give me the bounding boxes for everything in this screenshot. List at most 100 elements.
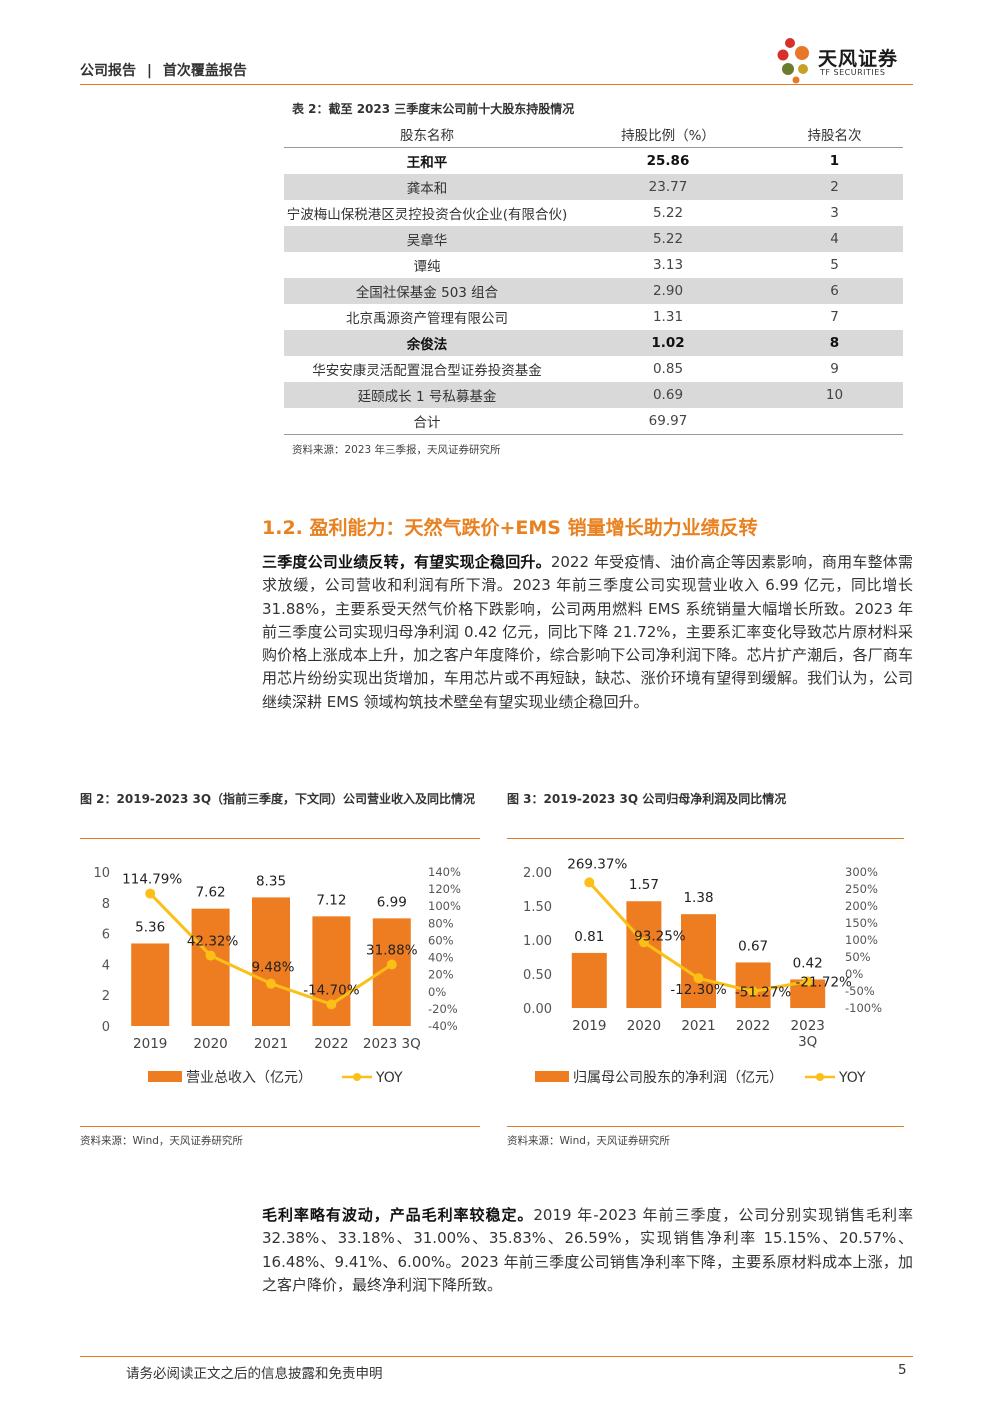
revenue-bar (626, 901, 662, 1008)
revenue-chart: 0 2 4 6 8 10 -40% -20% 0% 20% 40% 60% 80% 100% 120% 140… (93, 865, 461, 1086)
left-axis-tick-label: 1.50 (523, 900, 552, 915)
left-axis-tick-label: 0.00 (523, 1002, 552, 1017)
right-axis-tick-label: 120% (428, 882, 461, 896)
figure-2-top-rule (80, 838, 480, 839)
left-axis-tick-label: 10 (93, 866, 110, 881)
shareholder-name: 王和平 (406, 155, 448, 171)
shareholders-table: 股东名称 持股比例（%） 持股名次 王和平 25.86 1 龚本和 23.77 … (284, 120, 903, 435)
report-subcategory: 首次覆盖报告 (162, 63, 247, 79)
legend-line-marker (353, 1073, 361, 1081)
bar-value-label: 5.36 (135, 919, 165, 935)
report-type-breadcrumb: 公司报告 | 首次覆盖报告 (80, 60, 247, 80)
figure-3-title: 图 3：2019-2023 3Q 公司归母净利润及同比情况 (507, 792, 787, 806)
left-axis-tick-label: 0.50 (523, 968, 552, 983)
yoy-value-label: 269.37% (567, 856, 627, 872)
table-source-note: 资料来源：2023 年三季报，天风证券研究所 (292, 444, 501, 456)
right-axis-tick-label: 300% (845, 865, 878, 879)
holding-rank: 7 (830, 309, 839, 325)
footer-disclaimer: 请务必阅读正文之后的信息披露和免责申明 (126, 1366, 383, 1382)
right-axis-tick-label: 80% (428, 916, 454, 930)
table-row: 华安安康灵活配置混合型证券投资基金 0.85 9 (284, 356, 903, 382)
bar-value-label: 1.57 (629, 877, 659, 893)
shareholder-name: 吴章华 (284, 226, 570, 252)
yoy-value-label: 9.48% (252, 960, 295, 976)
figure-3-source-note: 资料来源：Wind，天风证券研究所 (507, 1135, 670, 1147)
holding-ratio: 2.90 (570, 278, 766, 304)
left-axis-tick-label: 2.00 (523, 866, 552, 881)
shareholder-name: 华安安康灵活配置混合型证券投资基金 (312, 363, 542, 379)
paragraph-body: 2019 年-2023 年前三季度，公司分别实现销售毛利率 32.38%、33.… (262, 1206, 913, 1294)
x-axis-tick-label: 2023 3Q (363, 1036, 421, 1052)
shareholder-name: 宁波梅山保税港区灵控投资合伙企业(有限合伙) (286, 207, 568, 223)
total-label: 合计 (284, 408, 570, 435)
x-axis-tick-label: 2019 (572, 1018, 606, 1034)
right-axis-tick-label: 100% (845, 933, 878, 947)
left-axis-tick-label: 0 (102, 1020, 110, 1035)
yoy-point (748, 986, 759, 997)
holding-ratio: 3.13 (652, 257, 684, 273)
yoy-point (205, 950, 216, 961)
holding-rank: 10 (766, 382, 903, 408)
legend-bar-label: 营业总收入（亿元） (186, 1070, 312, 1086)
figure-2-bottom-rule (80, 1126, 480, 1127)
figure-3-bottom-rule (507, 1126, 904, 1127)
yoy-value-label: 42.32% (187, 934, 239, 950)
paragraph-profitability: 三季度公司业绩反转，有望实现企稳回升。2022 年受疫情、油价高企等因素影响，商… (262, 551, 913, 714)
column-header-ratio: 持股比例（%） (570, 120, 766, 148)
yoy-value-label: 114.79% (122, 872, 182, 888)
shareholder-name: 全国社保基金 503 组合 (284, 278, 570, 304)
table-header-row: 股东名称 持股比例（%） 持股名次 (284, 120, 903, 148)
figure-3-top-rule (507, 838, 904, 839)
yoy-point (266, 978, 276, 989)
right-axis-tick-label: -40% (428, 1019, 458, 1033)
left-axis-tick-label: 2 (102, 989, 110, 1004)
right-axis-tick-label: 20% (428, 968, 454, 982)
holding-rank: 4 (766, 226, 903, 252)
left-axis-tick-label: 4 (102, 958, 110, 973)
right-axis-tick-label: 250% (845, 882, 878, 896)
legend-line-label: YOY (375, 1070, 403, 1086)
report-category: 公司报告 (80, 63, 136, 79)
right-axis-tick-label: -100% (845, 1001, 882, 1015)
footer-divider (80, 1356, 913, 1357)
legend-line-marker (816, 1073, 824, 1081)
yoy-point (145, 888, 156, 899)
yoy-value-label: -14.70% (303, 982, 360, 998)
revenue-bar (191, 908, 230, 1026)
yoy-value-label: -51.27% (735, 984, 792, 1000)
logo-text-en: TF SECURITIES (820, 68, 886, 77)
left-axis-tick-label: 8 (102, 897, 110, 912)
legend-bar-swatch (148, 1071, 182, 1082)
holding-ratio: 1.31 (652, 309, 684, 325)
holding-ratio: 1.02 (570, 330, 766, 356)
table-row: 北京禹源资产管理有限公司 1.31 7 (284, 304, 903, 330)
holding-ratio: 0.85 (652, 361, 684, 377)
revenue-bar (571, 952, 607, 1008)
total-rank (766, 408, 903, 435)
column-header-name: 股东名称 (284, 120, 570, 148)
bar-value-label: 0.42 (793, 955, 823, 971)
holding-rank: 6 (766, 278, 903, 304)
table-row: 廷颐成长 1 号私募基金 0.69 10 (284, 382, 903, 408)
bar-value-label: 7.62 (196, 885, 226, 901)
x-axis-tick-label: 2023 (791, 1018, 825, 1034)
shareholder-name: 廷颐成长 1 号私募基金 (284, 382, 570, 408)
holding-ratio: 5.22 (652, 205, 684, 221)
table-title: 表 2：截至 2023 三季度末公司前十大股东持股情况 (292, 102, 575, 116)
shareholder-name: 北京禹源资产管理有限公司 (346, 311, 508, 327)
x-axis-tick-label: 2022 (314, 1036, 348, 1052)
x-axis-tick-label: 2021 (681, 1018, 715, 1034)
paragraph-body: 2022 年受疫情、油价高企等因素影响，商用车整体需求放缓，公司营收和利润有所下… (262, 553, 913, 711)
header-divider (80, 84, 913, 85)
table-row: 宁波梅山保税港区灵控投资合伙企业(有限合伙) 5.22 3 (284, 200, 903, 226)
x-axis-tick-label: 2021 (254, 1036, 288, 1052)
legend-bar-swatch (535, 1071, 569, 1082)
shareholder-name: 余俊法 (284, 330, 570, 356)
x-axis-tick-label: 2019 (133, 1036, 167, 1052)
yoy-point (386, 959, 397, 970)
bar-value-label: 8.35 (256, 873, 286, 889)
yoy-value-label: 93.25% (634, 928, 686, 944)
bar-value-label: 1.38 (683, 890, 713, 906)
column-header-rank: 持股名次 (766, 120, 903, 148)
right-axis-tick-label: 0% (845, 967, 863, 981)
